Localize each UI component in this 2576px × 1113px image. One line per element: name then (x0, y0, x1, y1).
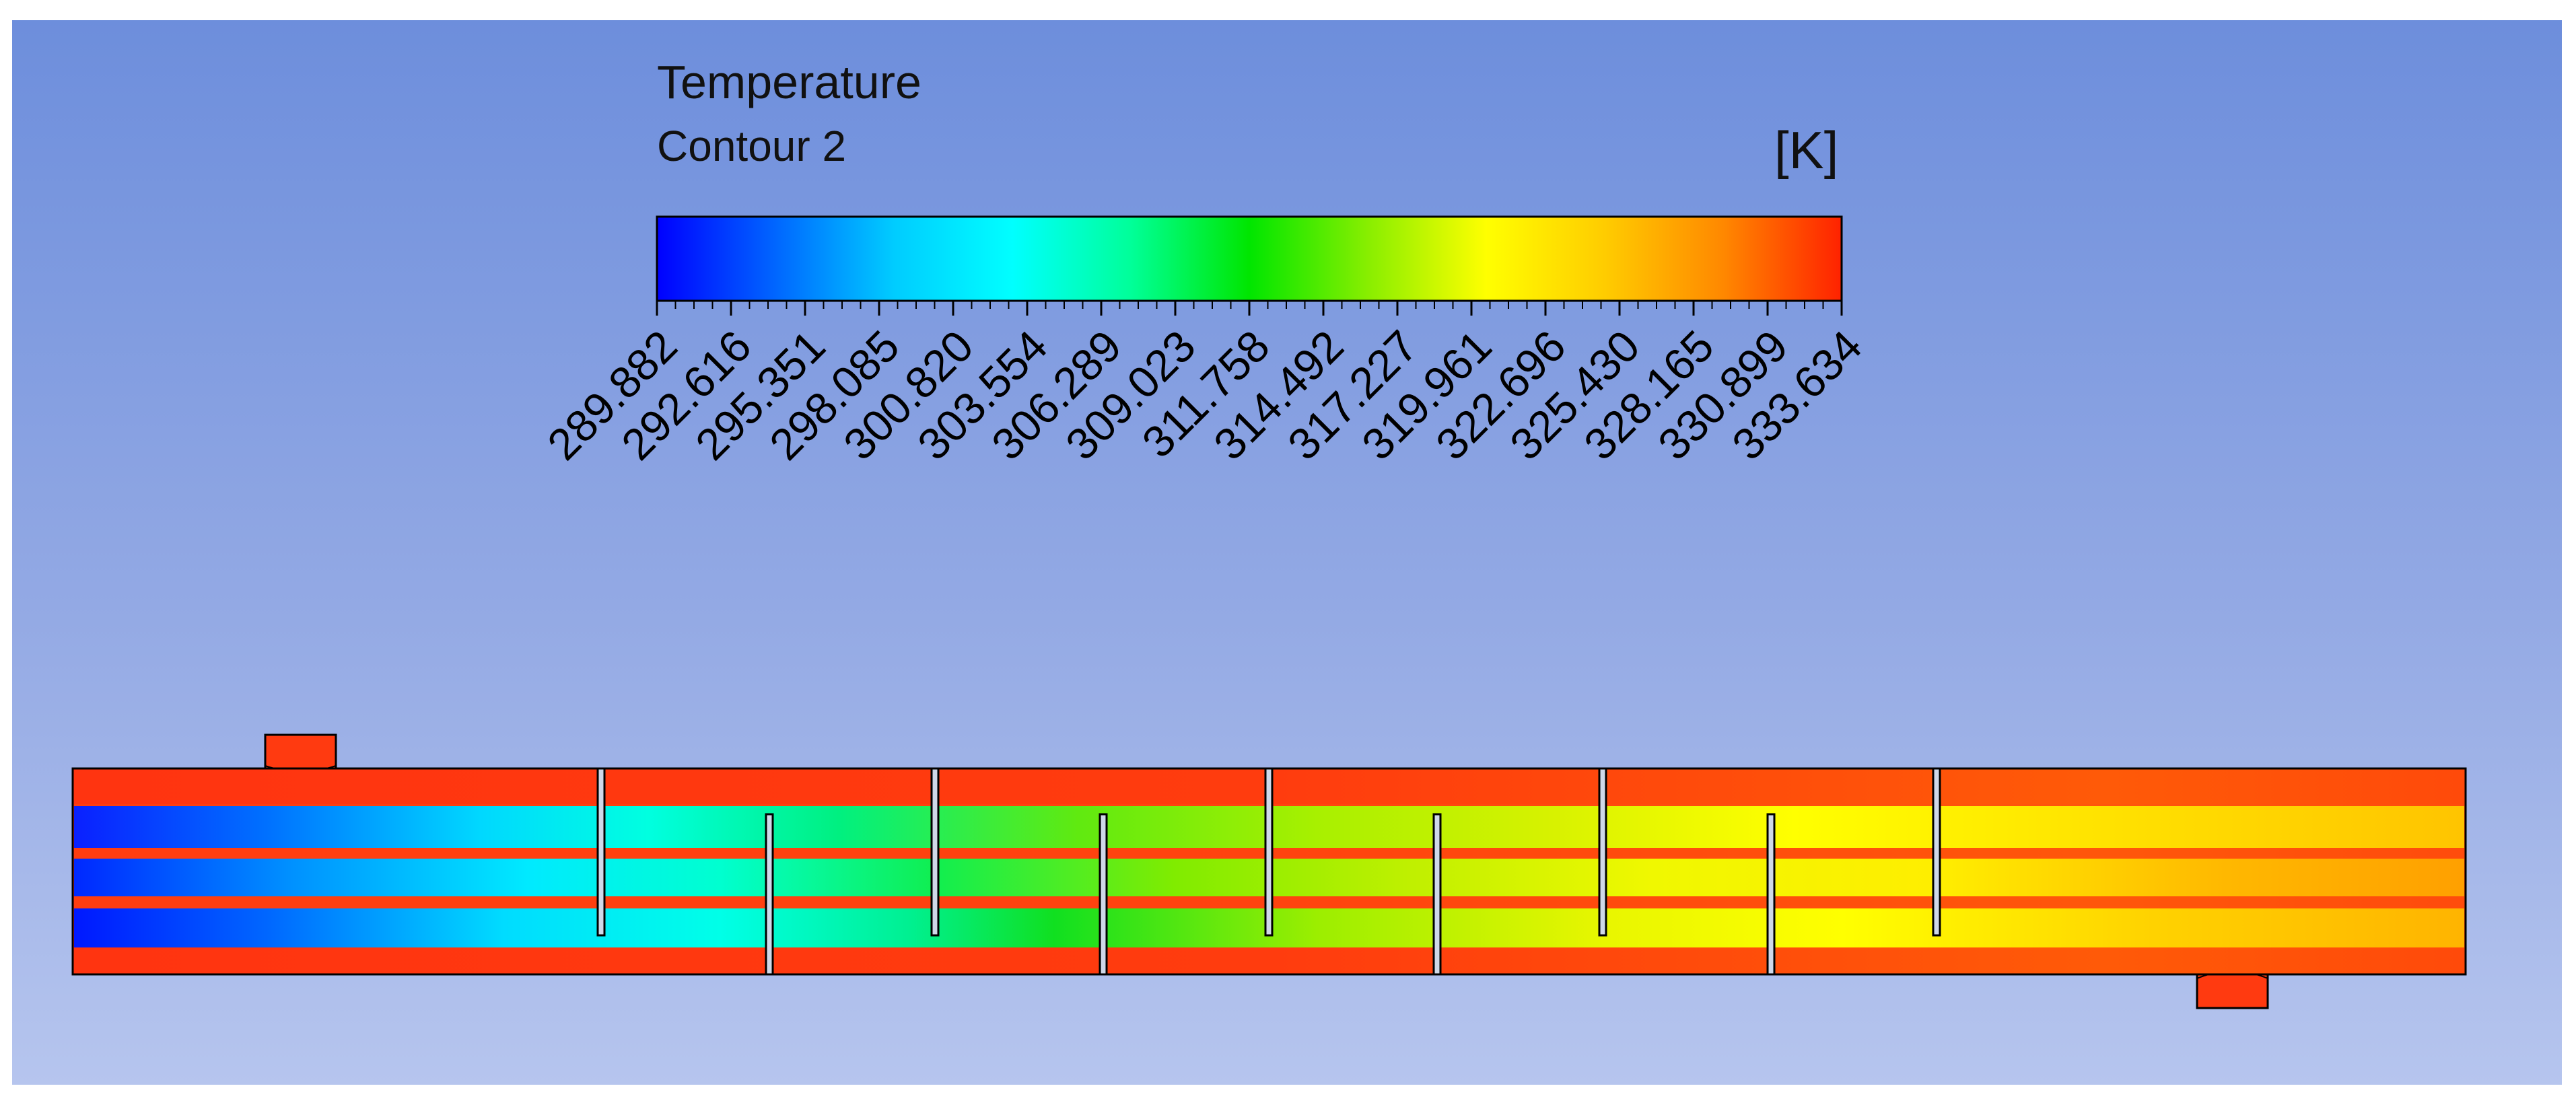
legend-title: Temperature (657, 56, 921, 108)
baffle (765, 813, 774, 976)
legend-subtitle: Contour 2 (657, 122, 847, 170)
inlet-nozzle (264, 733, 337, 770)
baffle (930, 767, 940, 937)
baffle (596, 767, 606, 937)
baffle (1264, 767, 1274, 937)
baffle (1766, 813, 1776, 976)
contour-scene: 289.882292.616295.351298.085300.820303.5… (71, 215, 2467, 1009)
baffle (1099, 813, 1108, 976)
outlet-nozzle (2196, 972, 2269, 1009)
color-bar-tick-labels: 289.882292.616295.351298.085300.820303.5… (538, 321, 1871, 470)
baffle (1932, 767, 1941, 937)
graphics-viewport[interactable]: Temperature Contour 2 [K] (12, 20, 2562, 1085)
legend-unit: [K] (1774, 120, 1839, 180)
heat-exchanger (71, 733, 2467, 1009)
baffle (1598, 767, 1607, 937)
color-bar-ticks (656, 301, 1843, 316)
color-bar (656, 215, 1843, 302)
baffle (1432, 813, 1442, 976)
baffles (596, 767, 1941, 976)
